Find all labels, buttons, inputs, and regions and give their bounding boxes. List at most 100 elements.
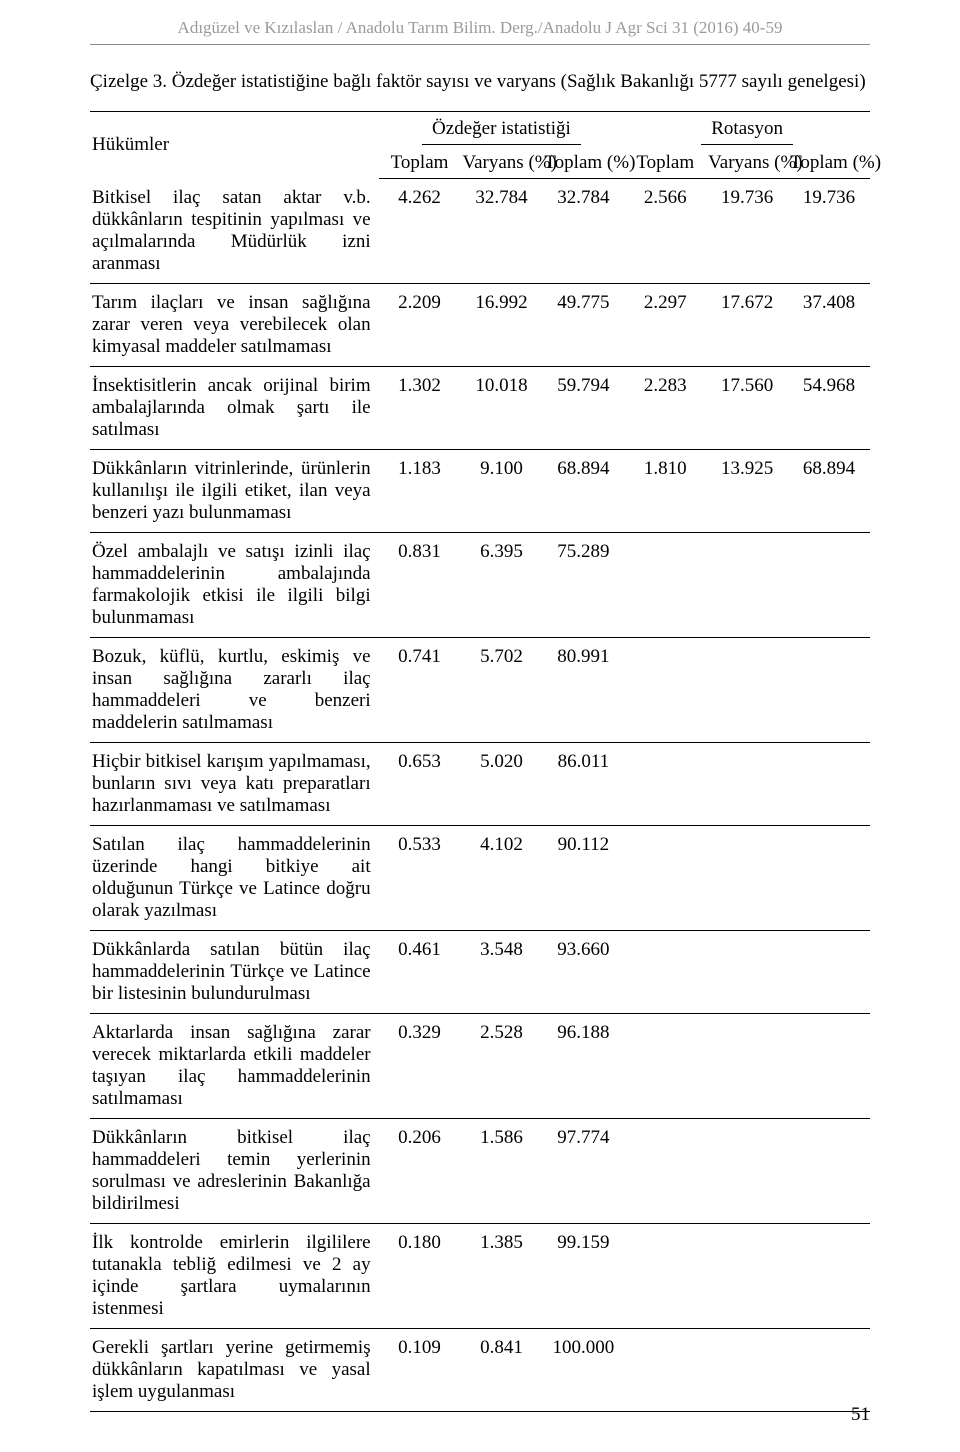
col-header: Toplam: [379, 149, 461, 179]
cell-value: 19.736: [788, 179, 870, 284]
cell-value: 0.741: [379, 637, 461, 742]
col-group-eigen: Özdeğer istatistiği: [379, 112, 625, 150]
cell-value: 80.991: [542, 637, 624, 742]
cell-value: [706, 1118, 788, 1223]
cell-value: 0.109: [379, 1328, 461, 1411]
table-row: Bozuk, küflü, kurtlu, eskimiş ve insan s…: [90, 637, 870, 742]
cell-value: [706, 825, 788, 930]
cell-value: [624, 825, 706, 930]
page-number: 51: [851, 1404, 870, 1426]
cell-value: 19.736: [706, 179, 788, 284]
cell-value: 37.408: [788, 283, 870, 366]
cell-value: 49.775: [542, 283, 624, 366]
cell-value: [706, 1013, 788, 1118]
cell-value: [624, 930, 706, 1013]
cell-value: 3.548: [461, 930, 543, 1013]
cell-value: 0.206: [379, 1118, 461, 1223]
table-row: Dükkânların vitrinlerinde, ürünlerin kul…: [90, 449, 870, 532]
col-group-eigen-label: Özdeğer istatistiği: [422, 118, 581, 145]
col-header: Toplam (%): [542, 149, 624, 179]
cell-value: 68.894: [788, 449, 870, 532]
cell-value: 32.784: [542, 179, 624, 284]
cell-value: 4.102: [461, 825, 543, 930]
cell-value: [706, 930, 788, 1013]
cell-value: 100.000: [542, 1328, 624, 1411]
cell-value: 0.841: [461, 1328, 543, 1411]
cell-value: [788, 1118, 870, 1223]
row-label: Dükkânların bitkisel ilaç hammaddeleri t…: [90, 1118, 379, 1223]
row-header: Hükümler: [90, 112, 379, 179]
row-label: Satılan ilaç hammaddelerinin üzerinde ha…: [90, 825, 379, 930]
cell-value: 17.672: [706, 283, 788, 366]
cell-value: [706, 532, 788, 637]
table-row: Gerekli şartları yerine getirmemiş dükkâ…: [90, 1328, 870, 1411]
col-group-rotation: Rotasyon: [624, 112, 870, 150]
row-label: Bitkisel ilaç satan aktar v.b. dükkânlar…: [90, 179, 379, 284]
cell-value: 96.188: [542, 1013, 624, 1118]
row-label: Özel ambalajlı ve satışı izinli ilaç ham…: [90, 532, 379, 637]
cell-value: 90.112: [542, 825, 624, 930]
cell-value: [788, 825, 870, 930]
cell-value: 75.289: [542, 532, 624, 637]
cell-value: 93.660: [542, 930, 624, 1013]
cell-value: 6.395: [461, 532, 543, 637]
cell-value: [706, 1328, 788, 1411]
cell-value: [624, 532, 706, 637]
cell-value: 86.011: [542, 742, 624, 825]
cell-value: 2.566: [624, 179, 706, 284]
cell-value: 2.283: [624, 366, 706, 449]
cell-value: 2.528: [461, 1013, 543, 1118]
cell-value: 2.209: [379, 283, 461, 366]
table-row: Dükkânların bitkisel ilaç hammaddeleri t…: [90, 1118, 870, 1223]
cell-value: 0.653: [379, 742, 461, 825]
row-label: Gerekli şartları yerine getirmemiş dükkâ…: [90, 1328, 379, 1411]
cell-value: [706, 742, 788, 825]
cell-value: 99.159: [542, 1223, 624, 1328]
cell-value: [624, 1118, 706, 1223]
cell-value: [788, 1223, 870, 1328]
row-label: Dükkânların vitrinlerinde, ürünlerin kul…: [90, 449, 379, 532]
cell-value: [788, 637, 870, 742]
cell-value: 1.183: [379, 449, 461, 532]
row-label: Bozuk, küflü, kurtlu, eskimiş ve insan s…: [90, 637, 379, 742]
cell-value: [624, 742, 706, 825]
row-label: Tarım ilaçları ve insan sağlığına zarar …: [90, 283, 379, 366]
table-row: İnsektisitlerin ancak orijinal birim amb…: [90, 366, 870, 449]
cell-value: [788, 1013, 870, 1118]
cell-value: [624, 1223, 706, 1328]
col-header: Toplam: [624, 149, 706, 179]
cell-value: [788, 930, 870, 1013]
cell-value: [624, 1013, 706, 1118]
cell-value: 4.262: [379, 179, 461, 284]
table-row: Aktarlarda insan sağlığına zarar verecek…: [90, 1013, 870, 1118]
table-row: Dükkânlarda satılan bütün ilaç hammaddel…: [90, 930, 870, 1013]
cell-value: 5.020: [461, 742, 543, 825]
table-row: Satılan ilaç hammaddelerinin üzerinde ha…: [90, 825, 870, 930]
row-label: Aktarlarda insan sağlığına zarar verecek…: [90, 1013, 379, 1118]
cell-value: [624, 637, 706, 742]
row-label: İlk kontrolde emirlerin ilgililere tutan…: [90, 1223, 379, 1328]
cell-value: 68.894: [542, 449, 624, 532]
cell-value: [706, 637, 788, 742]
cell-value: 17.560: [706, 366, 788, 449]
cell-value: 0.831: [379, 532, 461, 637]
cell-value: 0.533: [379, 825, 461, 930]
table-caption: Çizelge 3. Özdeğer istatistiğine bağlı f…: [90, 71, 870, 93]
cell-value: 0.329: [379, 1013, 461, 1118]
cell-value: [788, 532, 870, 637]
cell-value: 1.586: [461, 1118, 543, 1223]
cell-value: 1.302: [379, 366, 461, 449]
table-row: Hiçbir bitkisel karışım yapılmaması, bun…: [90, 742, 870, 825]
cell-value: 59.794: [542, 366, 624, 449]
table-row: Özel ambalajlı ve satışı izinli ilaç ham…: [90, 532, 870, 637]
cell-value: [788, 742, 870, 825]
col-header: Varyans (%): [461, 149, 543, 179]
cell-value: 9.100: [461, 449, 543, 532]
cell-value: [788, 1328, 870, 1411]
col-header: Varyans (%): [706, 149, 788, 179]
stats-table: Hükümler Özdeğer istatistiği Rotasyon To…: [90, 111, 870, 1412]
cell-value: 0.180: [379, 1223, 461, 1328]
cell-value: 32.784: [461, 179, 543, 284]
cell-value: 1.810: [624, 449, 706, 532]
col-group-rotation-label: Rotasyon: [701, 118, 793, 145]
